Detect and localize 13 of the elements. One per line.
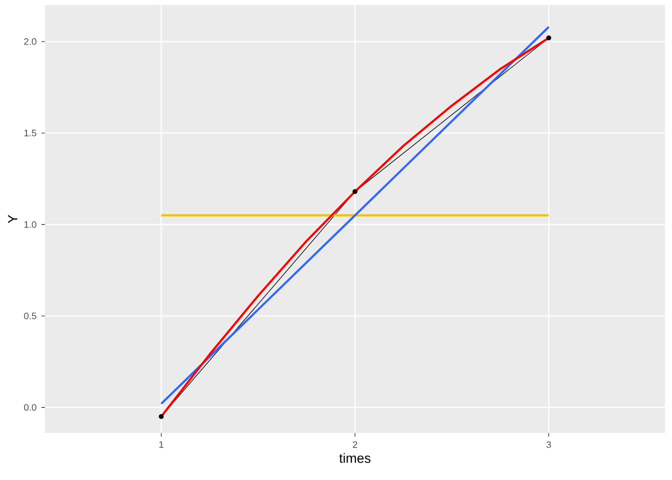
- x-axis-title: times: [339, 453, 370, 463]
- y-axis-title: Y: [8, 214, 18, 224]
- point: [546, 35, 552, 40]
- y-tick-label: 2.0: [24, 38, 36, 45]
- y-tick-label: 1.5: [24, 130, 36, 136]
- point: [158, 414, 164, 420]
- y-tick-label: 1.0: [24, 221, 36, 228]
- x-tick-label: 2: [352, 441, 358, 448]
- y-tick-label: 0.5: [24, 312, 36, 320]
- x-tick-label: 3: [546, 441, 551, 448]
- y-tick-label: 0.0: [24, 404, 36, 411]
- point: [352, 189, 358, 194]
- x-tick-label: 1: [159, 441, 164, 448]
